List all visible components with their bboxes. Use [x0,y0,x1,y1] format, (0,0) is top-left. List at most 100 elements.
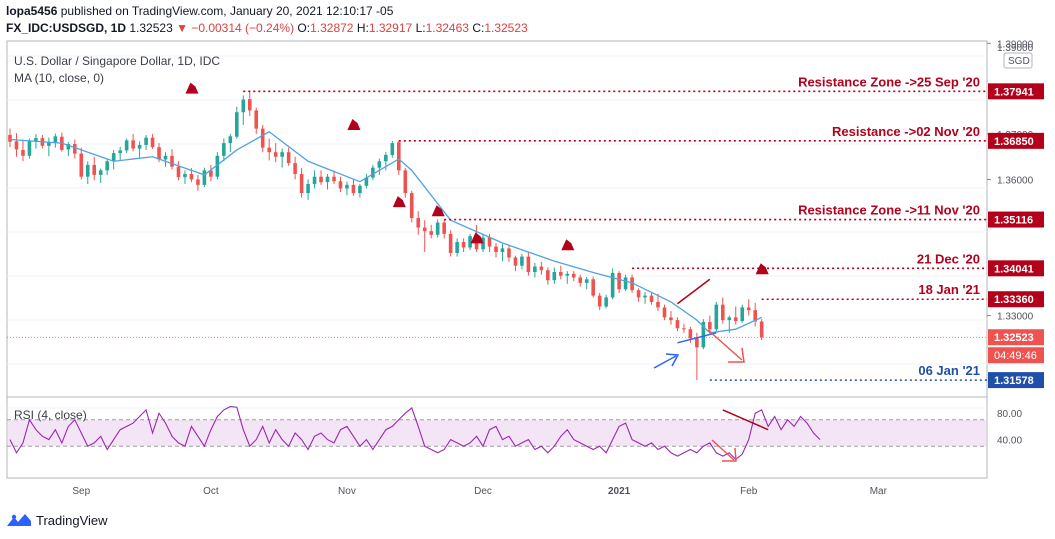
tradingview-logo[interactable]: TradingView [6,512,108,528]
rsi-band [8,419,986,447]
candle-body [448,233,453,253]
candle-body [565,273,570,276]
publish-date: published on TradingView.com, January 20… [60,4,394,18]
rsi-bearish-arrow-head [722,447,737,462]
ma-legend[interactable]: MA (10, close, 0) [14,71,105,85]
candle-body [27,141,32,156]
candle-body [189,173,194,180]
candle-body [643,295,647,298]
candle-body [714,304,719,330]
candle-body [571,273,576,278]
level-price-tag [988,291,1044,308]
close-label: C: [472,21,485,35]
candle-body [584,279,589,283]
candle-body [597,295,602,307]
signal-marker-icon [755,263,769,275]
chart-legend-title[interactable]: U.S. Dollar / Singapore Dollar, 1D, IDC [14,54,221,68]
last-price: 1.32523 [129,21,173,35]
resistance-trendline [676,278,711,305]
signal-marker-icon [347,118,361,130]
price-tick-label: 1.39000 [997,39,1034,50]
close-value: 1.32523 [484,21,528,35]
candle-body [286,152,291,164]
price-change: ▼ −0.00314 (−0.24%) [176,21,295,35]
candle-body [293,163,297,174]
candle-body [124,140,129,151]
candle-body [144,137,148,145]
candle-body [241,99,246,113]
candle-body [131,140,135,149]
open-value: 1.32872 [310,21,354,35]
candle-body [422,227,427,232]
candle-body [14,141,19,150]
signal-marker-icon [561,239,575,251]
open-label: O: [297,21,311,35]
candle-body [85,164,90,177]
candle-body [630,277,634,291]
candle-body [552,272,557,281]
countdown-tag [988,347,1044,364]
candle-body [105,161,109,171]
high-label: H: [356,21,369,35]
candle-body [701,321,706,348]
level-label: Resistance Zone ->11 Nov '20 [798,203,980,218]
symbol-ticker: FX_IDC:USDSGD, 1D [6,21,127,35]
candle-body [222,143,226,156]
candle-body [157,147,161,160]
level-price-tag [988,132,1044,149]
rsi-tick-label: 40.00 [997,436,1022,447]
level-price-text: 1.36850 [994,136,1034,148]
candle-body [591,279,595,296]
publish-info: lopa5456 published on TradingView.com, J… [6,4,393,18]
candle-body [183,173,187,178]
publisher-name[interactable]: lopa5456 [6,4,58,18]
candle-body [733,317,738,322]
level-label: 18 Jan '21 [918,282,980,297]
candle-body [539,266,544,271]
candle-body [526,256,531,273]
candle-body [513,257,518,266]
level-price-tag [988,372,1044,389]
candle-body [442,222,446,234]
candle-body [507,248,511,258]
rsi-tick-label: 80.00 [997,409,1022,420]
candle-body [299,173,304,194]
candle-body [377,161,382,168]
high-value: 1.32917 [368,21,413,35]
level-price-text: 1.33360 [994,294,1034,306]
candle-body [163,155,168,160]
candle-body [260,128,265,148]
time-tick-label: Dec [474,486,492,497]
rsi-legend[interactable]: RSI (4, close) [14,408,87,422]
low-value: 1.32463 [425,21,469,35]
candle-body [332,176,336,182]
candle-body [403,170,408,194]
candle-body [338,181,343,189]
candle-body [468,236,472,248]
candle-body [559,272,563,276]
candle-body [520,256,524,266]
candle-body [610,272,615,298]
candle-body [8,134,12,142]
candle-body [623,277,628,290]
candle-body [500,248,505,253]
candle-body [47,142,51,146]
candle-body [656,301,660,308]
candle-body [98,170,103,175]
candle-body [746,307,751,311]
candle-body [461,242,466,248]
candle-body [416,218,421,228]
level-price-text: 1.35116 [994,215,1033,227]
bearish-arrow-head [728,347,745,363]
level-price-tag [988,211,1044,228]
level-price-tag [988,83,1044,100]
level-label: 06 Jan '21 [918,363,980,378]
candle-body [533,266,537,273]
time-tick-label: Nov [338,486,356,497]
bullish-arrow-head [665,353,680,367]
signal-marker-icon [185,82,199,94]
candle-body [118,150,122,154]
time-tick-label: Sep [72,486,90,497]
candle-body [209,170,213,177]
